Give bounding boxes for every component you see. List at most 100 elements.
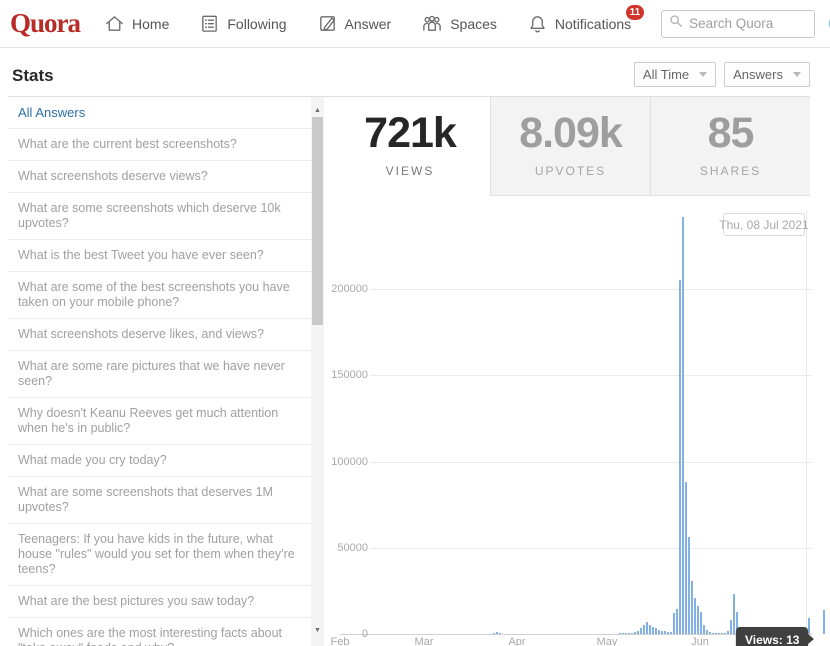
sidebar-question-item[interactable]: What are the best pictures you saw today… (8, 586, 312, 618)
page-title: Stats (12, 66, 54, 85)
sidebar-question-item[interactable]: What made you cry today? (8, 445, 312, 477)
sidebar-scrollbar[interactable]: ▲ ▼ (311, 97, 324, 646)
nav-home[interactable]: Home (104, 13, 169, 34)
chart-bar (682, 216, 685, 634)
stat-card-upvotes[interactable]: 8.09k UPVOTES (490, 97, 650, 196)
chart-bar (691, 580, 694, 634)
gridline (370, 289, 812, 290)
chart-bar (727, 630, 730, 634)
chart-bar (625, 632, 628, 634)
chart-bar (718, 633, 721, 634)
answers-sidebar: All Answers What are the current best sc… (8, 97, 312, 646)
views-value: 721k (364, 109, 457, 157)
content-filter-value: Answers (733, 67, 783, 82)
x-axis-tick-label: Jun (691, 636, 709, 646)
sidebar-question-item[interactable]: What screenshots deserve views? (8, 161, 312, 193)
upvotes-value: 8.09k (519, 109, 623, 157)
chart-bar (619, 633, 622, 634)
chart-bar (676, 608, 679, 634)
nav-following-label: Following (227, 15, 287, 32)
chart-bar (703, 625, 706, 634)
divider (8, 96, 810, 97)
chart-bar (649, 624, 652, 634)
sidebar-item-all-answers[interactable]: All Answers (8, 97, 312, 129)
chart-bar (706, 630, 709, 634)
chart-bar (730, 620, 733, 634)
chart-bar (733, 594, 736, 634)
scroll-down-icon[interactable]: ▼ (314, 627, 321, 634)
plot-right-border (806, 210, 807, 634)
nav-answer-label: Answer (344, 15, 392, 32)
chart-bar (808, 618, 811, 634)
chart-bar (823, 609, 826, 634)
chart-bar (655, 628, 658, 634)
chart-bar (724, 632, 727, 634)
search-input[interactable] (689, 16, 808, 31)
chart-bar (688, 537, 691, 634)
chart-bar (496, 632, 499, 634)
x-axis-tick-label: Mar (414, 636, 434, 646)
nav-spaces[interactable]: Spaces (421, 13, 497, 34)
chart-bar (658, 629, 661, 634)
chart-bar (628, 633, 631, 634)
upvotes-label: UPVOTES (534, 164, 607, 178)
nav-notifications[interactable]: Notifications 11 (527, 4, 646, 34)
shares-label: SHARES (699, 164, 762, 178)
y-axis-tick-label: 200000 (331, 283, 368, 295)
stat-card-shares[interactable]: 85 SHARES (650, 97, 810, 196)
chart-bar (694, 597, 697, 634)
chart-bar (712, 632, 715, 634)
y-axis-tick-label: 100000 (331, 455, 368, 468)
notifications-badge: 11 (624, 4, 646, 21)
chart-bar (709, 631, 712, 634)
views-chart[interactable]: 200000 150000 100000 50000 0 Feb Mar Apr May Jun… (330, 196, 830, 646)
sidebar-question-item[interactable]: Which ones are the most interesting fact… (8, 618, 312, 646)
chart-bar (673, 613, 676, 634)
nav-notifications-label: Notifications (554, 15, 632, 32)
chart-hover-tooltip: Views: 13 (736, 627, 815, 646)
nav-following[interactable]: Following (199, 13, 287, 34)
sidebar-question-item[interactable]: What are some screenshots which deserve … (8, 193, 312, 240)
chart-bar (664, 631, 667, 634)
time-filter-dropdown[interactable]: All Time (633, 62, 717, 87)
sidebar-question-item[interactable]: What are some of the best screenshots yo… (8, 272, 312, 319)
x-axis-tick-label: Feb (330, 636, 350, 646)
stat-cards: 721k VIEWS 8.09k UPVOTES 85 SHARES (330, 97, 810, 196)
scroll-up-icon[interactable]: ▲ (314, 107, 321, 114)
sidebar-question-item[interactable]: Teenagers: If you have kids in the futur… (8, 524, 312, 586)
y-axis-tick-label: 0 (361, 628, 368, 640)
sidebar-question-item[interactable]: What screenshots deserve likes, and view… (8, 319, 312, 351)
gridline (370, 461, 812, 463)
chart-bar (631, 632, 634, 634)
quora-logo[interactable]: Quora (10, 8, 81, 38)
chart-bar (715, 633, 718, 634)
chart-bar (721, 633, 724, 634)
chart-bar (697, 606, 700, 634)
sidebar-question-item[interactable]: Why doesn't Keanu Reeves get much attent… (8, 398, 312, 445)
chart-bar (685, 482, 688, 634)
scrollbar-thumb[interactable] (312, 117, 323, 325)
chart-bar (634, 632, 637, 634)
chart-bar (622, 633, 625, 634)
sidebar-question-item[interactable]: What are some screenshots that deserves … (8, 477, 312, 524)
x-axis-tick-label: May (596, 636, 618, 646)
y-axis-tick-label: 150000 (331, 369, 368, 382)
chart-bar (679, 280, 682, 634)
home-icon (104, 13, 125, 34)
sidebar-question-item[interactable]: What are the current best screenshots? (8, 129, 312, 161)
chevron-down-icon (793, 72, 801, 77)
sidebar-question-item[interactable]: What is the best Tweet you have ever see… (8, 240, 312, 272)
sidebar-question-item[interactable]: What are some rare pictures that we have… (8, 351, 312, 398)
filters: All Time Answers (626, 62, 810, 87)
time-filter-value: All Time (642, 67, 690, 82)
chart-bar (661, 630, 664, 634)
chart-date-tooltip: Thu, 08 Jul 2021 (719, 213, 809, 236)
stat-card-views[interactable]: 721k VIEWS (330, 97, 490, 196)
chart-bar (493, 632, 496, 634)
nav-answer[interactable]: Answer (317, 13, 392, 34)
x-axis-line (340, 634, 812, 635)
chart-bar (646, 621, 649, 634)
content-filter-dropdown[interactable]: Answers (724, 62, 810, 87)
chart-bar (700, 611, 703, 634)
